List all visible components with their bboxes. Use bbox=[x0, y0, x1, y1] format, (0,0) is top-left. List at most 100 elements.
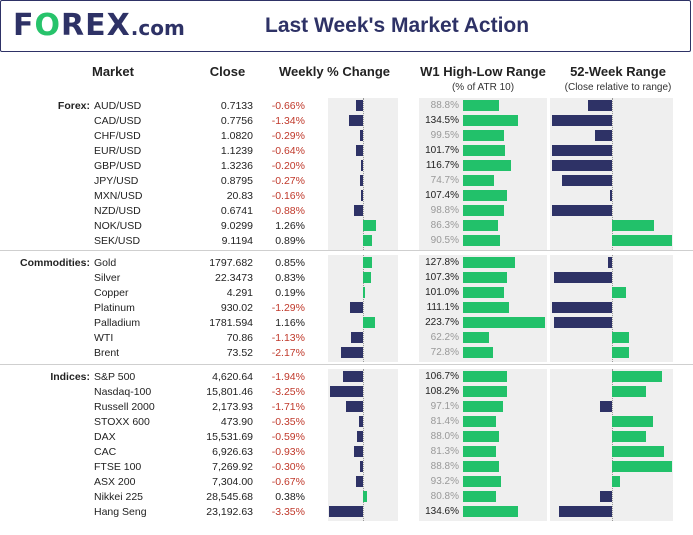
close-value: 70.86 bbox=[226, 332, 253, 344]
wk52-range-bar bbox=[608, 257, 612, 268]
w1-range-bar bbox=[463, 190, 508, 201]
col-header-market: Market bbox=[92, 64, 134, 79]
w1-range-value: 81.4% bbox=[430, 416, 459, 427]
market-name: DAX bbox=[94, 431, 116, 443]
weekly-change-bar bbox=[343, 371, 363, 382]
close-value: 22.3473 bbox=[215, 272, 253, 284]
weekly-change-bar bbox=[360, 175, 363, 186]
weekly-zero-line bbox=[363, 369, 364, 521]
w1-range-value: 74.7% bbox=[430, 175, 459, 186]
close-value: 1.3236 bbox=[220, 160, 253, 172]
weekly-change-bar bbox=[356, 476, 363, 487]
w1-range-bar bbox=[463, 160, 511, 171]
w1-range-value: 72.8% bbox=[430, 347, 459, 358]
weekly-change-value: -3.35% bbox=[271, 506, 305, 518]
w1-range-bar bbox=[463, 145, 505, 156]
weekly-change-value: -1.29% bbox=[271, 302, 305, 314]
weekly-change-value: -0.27% bbox=[271, 175, 305, 187]
market-name: Gold bbox=[94, 257, 117, 269]
wk52-mid-line bbox=[612, 369, 613, 521]
weekly-change-value: 1.26% bbox=[275, 220, 305, 232]
w1-range-value: 98.8% bbox=[430, 205, 459, 216]
w1-range-value: 107.4% bbox=[425, 190, 459, 201]
header: FOREX.com Last Week's Market Action bbox=[0, 0, 691, 52]
w1-range-value: 88.8% bbox=[430, 461, 459, 472]
col-header-close: Close bbox=[209, 64, 246, 79]
wk52-range-bar bbox=[612, 431, 646, 442]
weekly-change-bar bbox=[353, 446, 363, 457]
close-value: 1797.682 bbox=[209, 257, 253, 269]
close-value: 2,173.93 bbox=[212, 401, 253, 413]
close-value: 1.1239 bbox=[220, 145, 253, 157]
w1-range-bar bbox=[463, 386, 508, 397]
market-name: CHF/USD bbox=[94, 130, 141, 142]
w1-range-bar bbox=[463, 461, 500, 472]
col-subheader-w1-range: (% of ATR 10) bbox=[451, 82, 515, 93]
w1-range-bar bbox=[463, 332, 489, 343]
market-name: CAD/USD bbox=[94, 115, 142, 127]
weekly-change-bar bbox=[349, 302, 363, 313]
w1-range-bar bbox=[463, 272, 507, 283]
weekly-change-bar bbox=[363, 257, 372, 268]
weekly-change-bar bbox=[356, 145, 363, 156]
close-value: 9.0299 bbox=[220, 220, 253, 232]
w1-range-value: 127.8% bbox=[425, 257, 459, 268]
close-value: 0.7133 bbox=[220, 100, 253, 112]
weekly-change-bar bbox=[328, 506, 363, 517]
weekly-zero-line bbox=[363, 255, 364, 362]
market-name: Palladium bbox=[94, 317, 141, 329]
close-value: 73.52 bbox=[226, 347, 253, 359]
wk52-range-bar bbox=[554, 272, 612, 283]
weekly-change-value: 0.85% bbox=[275, 257, 305, 269]
weekly-change-value: 0.19% bbox=[275, 287, 305, 299]
close-value: 20.83 bbox=[226, 190, 253, 202]
weekly-change-bar bbox=[363, 491, 367, 502]
group-label: Indices: bbox=[50, 371, 90, 383]
weekly-change-bar bbox=[356, 100, 363, 111]
weekly-change-value: -1.13% bbox=[271, 332, 305, 344]
w1-range-bar bbox=[463, 491, 497, 502]
wk52-range-bar bbox=[552, 302, 612, 313]
close-value: 1781.594 bbox=[209, 317, 253, 329]
weekly-change-value: -0.64% bbox=[271, 145, 305, 157]
w1-range-value: 223.7% bbox=[425, 317, 459, 328]
page-title: Last Week's Market Action bbox=[265, 14, 530, 37]
weekly-change-bar bbox=[340, 347, 363, 358]
weekly-change-value: -0.88% bbox=[271, 205, 305, 217]
weekly-change-bar bbox=[363, 317, 375, 328]
w1-range-value: 97.1% bbox=[430, 401, 459, 412]
wk52-range-bar bbox=[612, 287, 627, 298]
weekly-change-bar bbox=[360, 130, 363, 141]
w1-range-bar bbox=[463, 431, 500, 442]
w1-range-bar bbox=[463, 302, 509, 313]
weekly-change-bar bbox=[329, 386, 363, 397]
wk52-range-bar bbox=[612, 386, 646, 397]
w1-range-value: 108.2% bbox=[425, 386, 459, 397]
w1-range-bar bbox=[463, 175, 494, 186]
market-name: Silver bbox=[94, 272, 121, 284]
forex-logo[interactable]: FOREX.com bbox=[13, 8, 185, 43]
weekly-change-bar bbox=[363, 272, 372, 283]
market-name: JPY/USD bbox=[94, 175, 139, 187]
w1-range-value: 116.7% bbox=[425, 160, 459, 171]
wk52-range-bar bbox=[612, 371, 663, 382]
w1-range-value: 134.6% bbox=[425, 506, 459, 517]
w1-range-bar bbox=[463, 220, 499, 231]
weekly-change-bar bbox=[359, 461, 363, 472]
close-value: 7,304.00 bbox=[212, 476, 253, 488]
w1-range-value: 101.0% bbox=[425, 287, 459, 298]
w1-range-value: 107.3% bbox=[425, 272, 459, 283]
w1-range-bar bbox=[463, 235, 501, 246]
w1-range-value: 62.2% bbox=[430, 332, 459, 343]
wk52-range-bar bbox=[600, 491, 612, 502]
wk52-range-bar bbox=[561, 175, 612, 186]
close-value: 23,192.63 bbox=[206, 506, 253, 518]
market-name: CAC bbox=[94, 446, 117, 458]
market-name: NZD/USD bbox=[94, 205, 141, 217]
close-value: 473.90 bbox=[220, 416, 253, 428]
w1-range-value: 99.5% bbox=[430, 130, 459, 141]
w1-range-value: 86.3% bbox=[430, 220, 459, 231]
close-value: 1.0820 bbox=[220, 130, 253, 142]
wk52-range-bar bbox=[552, 115, 612, 126]
col-header-52wk: 52-Week Range bbox=[570, 64, 666, 79]
